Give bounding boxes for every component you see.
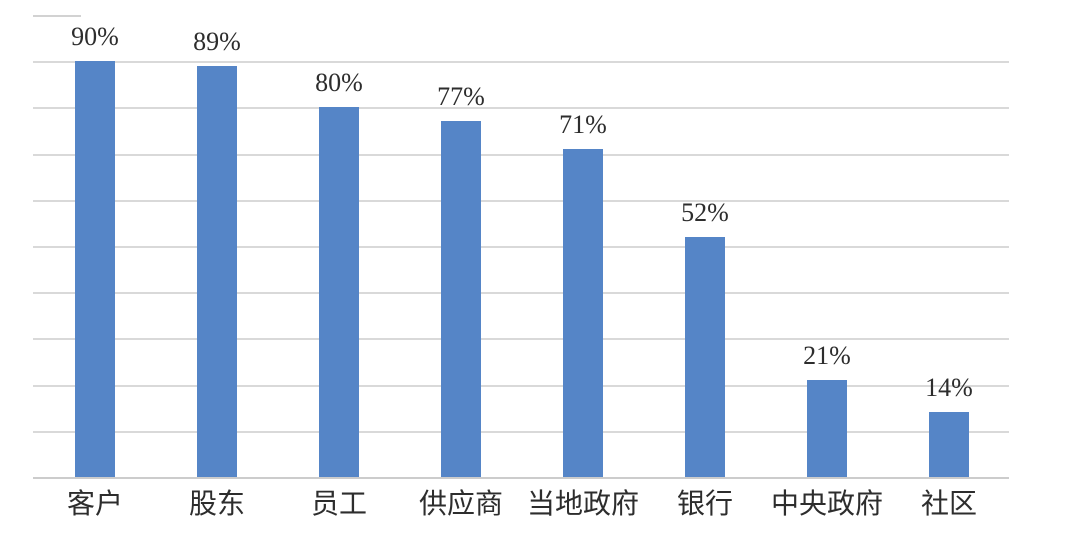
gridline-10pct: [33, 431, 1009, 433]
gridline-90pct: [33, 61, 1009, 63]
value-label-5: 52%: [681, 198, 729, 227]
bar-series1-1: [197, 66, 237, 477]
gridline-100pct-partial: [33, 15, 81, 17]
bar-series1-6: [807, 380, 847, 477]
value-label-3: 77%: [437, 82, 485, 111]
bar-series1-7: [929, 412, 969, 477]
gridline-50pct: [33, 246, 1009, 248]
gridline-80pct: [33, 107, 1009, 109]
category-label-4: 当地政府: [526, 489, 639, 520]
bar-series1-5: [685, 237, 725, 477]
category-label-1: 股东: [188, 489, 245, 520]
bar-series1-4: [563, 149, 603, 477]
category-label-3: 供应商: [418, 489, 503, 520]
bar-series1-3: [441, 121, 481, 477]
category-label-5: 银行: [676, 489, 733, 520]
gridline-70pct: [33, 154, 1009, 156]
gridline-40pct: [33, 292, 1009, 294]
bar-series1-2: [319, 107, 359, 477]
gridline-30pct: [33, 338, 1009, 340]
value-label-0: 90%: [71, 22, 119, 51]
gridline-20pct: [33, 385, 1009, 387]
x-axis-line: [33, 477, 1009, 479]
category-label-7: 社区: [920, 489, 977, 520]
category-label-2: 员工: [310, 489, 367, 520]
category-label-6: 中央政府: [770, 489, 883, 520]
value-label-2: 80%: [315, 68, 363, 97]
value-label-7: 14%: [925, 373, 973, 402]
value-label-1: 89%: [193, 27, 241, 56]
bar-series1-0: [75, 61, 115, 477]
value-label-6: 21%: [803, 341, 851, 370]
category-label-0: 客户: [66, 489, 123, 520]
gridline-60pct: [33, 200, 1009, 202]
value-label-4: 71%: [559, 110, 607, 139]
